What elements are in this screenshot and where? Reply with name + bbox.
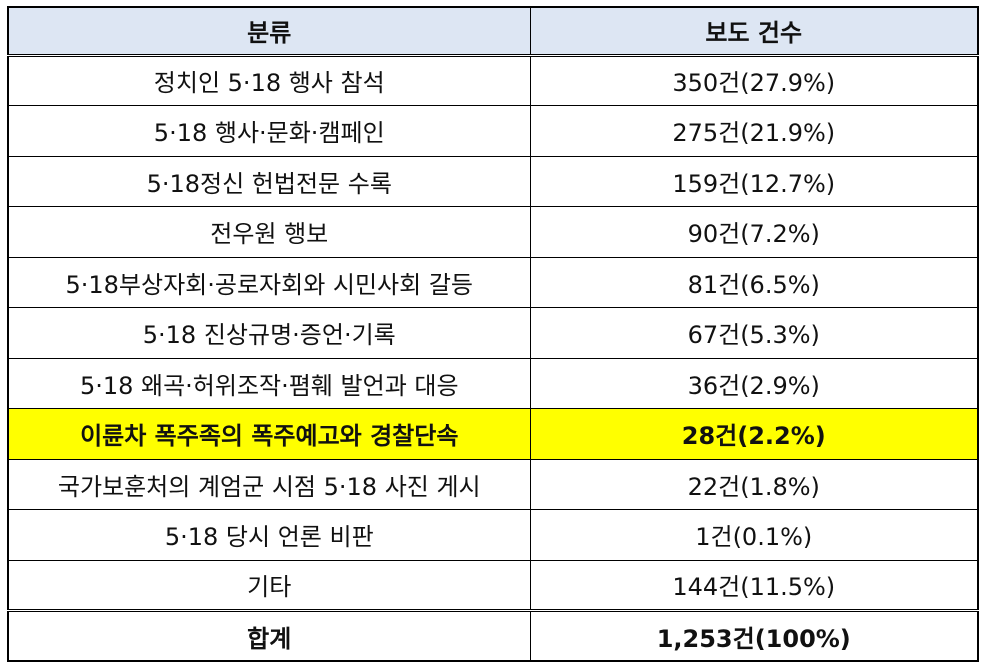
category-cell: 이륜차 폭주족의 폭주예고와 경찰단속 [7, 408, 531, 460]
count-cell: 1건(0.1%) [529, 509, 979, 561]
table-row: 5·18 당시 언론 비판 1건(0.1%) [7, 509, 979, 561]
header-category: 분류 [7, 6, 531, 57]
total-label-cell: 합계 [7, 609, 531, 662]
count-cell: 144건(11.5%) [529, 559, 979, 611]
category-cell: 국가보훈처의 계엄군 시점 5·18 사진 게시 [7, 458, 531, 510]
table-row: 기타 144건(11.5%) [7, 559, 979, 611]
category-cell: 기타 [7, 559, 531, 611]
table-row-highlighted: 이륜차 폭주족의 폭주예고와 경찰단속 28건(2.2%) [7, 408, 979, 460]
category-cell: 5·18 당시 언론 비판 [7, 509, 531, 561]
count-cell: 275건(21.9%) [529, 105, 979, 157]
table-total-row: 합계 1,253건(100%) [7, 609, 979, 662]
news-count-table: 분류 보도 건수 정치인 5·18 행사 참석 350건(27.9%) 5·18… [7, 6, 979, 662]
category-cell: 5·18 왜곡·허위조작·폄훼 발언과 대응 [7, 357, 531, 409]
category-cell: 정치인 5·18 행사 참석 [7, 54, 531, 106]
table-row: 5·18정신 헌법전문 수록 159건(12.7%) [7, 155, 979, 207]
count-cell: 67건(5.3%) [529, 307, 979, 359]
category-cell: 5·18 행사·문화·캠페인 [7, 105, 531, 157]
table-row: 국가보훈처의 계엄군 시점 5·18 사진 게시 22건(1.8%) [7, 458, 979, 510]
count-cell: 36건(2.9%) [529, 357, 979, 409]
count-cell: 28건(2.2%) [529, 408, 979, 460]
news-count-table-container: 분류 보도 건수 정치인 5·18 행사 참석 350건(27.9%) 5·18… [7, 6, 979, 662]
count-cell: 22건(1.8%) [529, 458, 979, 510]
category-cell: 5·18 진상규명·증언·기록 [7, 307, 531, 359]
count-cell: 90건(7.2%) [529, 206, 979, 258]
table-row: 5·18 행사·문화·캠페인 275건(21.9%) [7, 105, 979, 157]
table-row: 정치인 5·18 행사 참석 350건(27.9%) [7, 54, 979, 106]
category-cell: 5·18정신 헌법전문 수록 [7, 155, 531, 207]
total-count-cell: 1,253건(100%) [529, 609, 979, 662]
table-row: 5·18 진상규명·증언·기록 67건(5.3%) [7, 307, 979, 359]
count-cell: 350건(27.9%) [529, 54, 979, 106]
category-cell: 전우원 행보 [7, 206, 531, 258]
count-cell: 159건(12.7%) [529, 155, 979, 207]
count-cell: 81건(6.5%) [529, 256, 979, 308]
table-row: 5·18부상자회·공로자회와 시민사회 갈등 81건(6.5%) [7, 256, 979, 308]
table-row: 전우원 행보 90건(7.2%) [7, 206, 979, 258]
table-row: 5·18 왜곡·허위조작·폄훼 발언과 대응 36건(2.9%) [7, 357, 979, 409]
category-cell: 5·18부상자회·공로자회와 시민사회 갈등 [7, 256, 531, 308]
table-header-row: 분류 보도 건수 [7, 6, 979, 57]
header-count: 보도 건수 [529, 6, 979, 57]
